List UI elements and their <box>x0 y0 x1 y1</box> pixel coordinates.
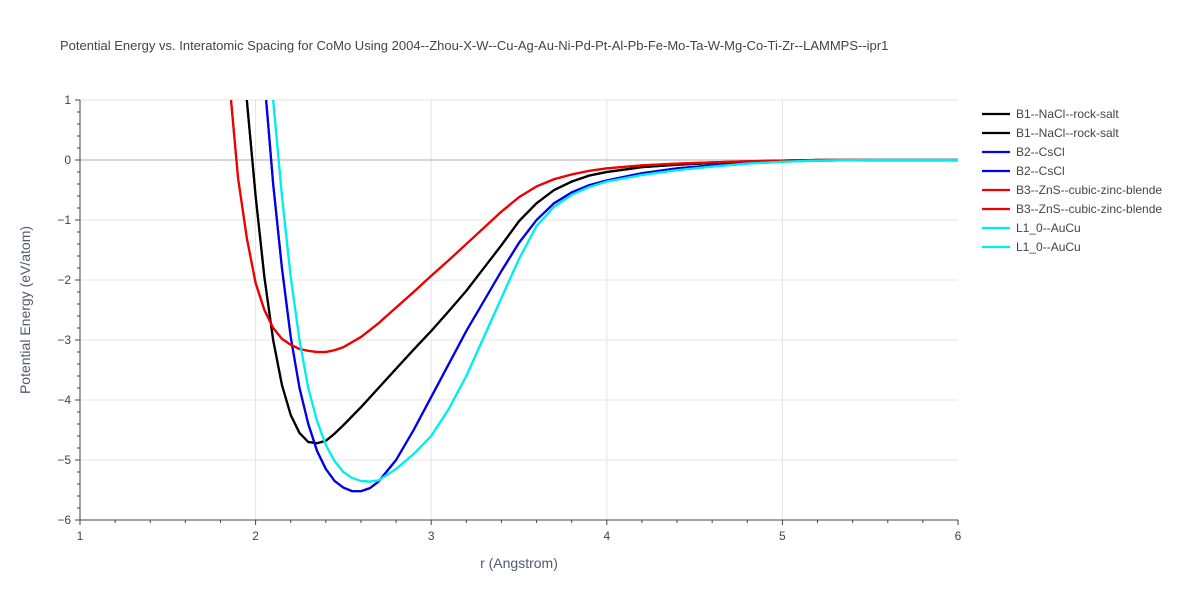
grid <box>80 99 958 520</box>
legend-label: B2--CsCl <box>1016 145 1065 159</box>
legend-item[interactable]: B3--ZnS--cubic-zinc-blende <box>982 202 1162 216</box>
legend-item[interactable]: L1_0--AuCu <box>982 240 1081 254</box>
series-line-6 <box>229 100 958 354</box>
series-line-4 <box>265 100 958 493</box>
y-tick-label: −1 <box>57 213 71 227</box>
y-tick-label: −4 <box>57 393 71 407</box>
legend-label: B3--ZnS--cubic-zinc-blende <box>1016 202 1162 216</box>
x-tick-label: 5 <box>779 529 786 543</box>
legend-item[interactable]: B2--CsCl <box>982 164 1065 178</box>
legend-item[interactable]: L1_0--AuCu <box>982 221 1081 235</box>
series-line-7 <box>272 100 958 483</box>
legend-item[interactable]: B1--NaCl--rock-salt <box>982 107 1119 121</box>
series-lines <box>229 100 958 493</box>
x-tick-label: 2 <box>252 529 259 543</box>
series-line-5 <box>229 100 958 354</box>
legend-label: B1--NaCl--rock-salt <box>1016 107 1119 121</box>
legend: B1--NaCl--rock-salt B1--NaCl--rock-salt B2… <box>982 107 1162 254</box>
legend-item[interactable]: B3--ZnS--cubic-zinc-blende <box>982 183 1162 197</box>
chart-title: Potential Energy vs. Interatomic Spacing… <box>60 38 888 53</box>
series-line-1 <box>245 100 958 445</box>
series-line-2 <box>245 100 958 445</box>
y-tick-label: 0 <box>64 153 71 167</box>
legend-item[interactable]: B2--CsCl <box>982 145 1065 159</box>
x-tick-label: 3 <box>428 529 435 543</box>
y-tick-label: −2 <box>57 273 71 287</box>
y-tick-label: 1 <box>64 93 71 107</box>
y-tick-label: −3 <box>57 333 71 347</box>
legend-item[interactable]: B1--NaCl--rock-salt <box>982 126 1119 140</box>
legend-label: B1--NaCl--rock-salt <box>1016 126 1119 140</box>
y-tick-label: −6 <box>57 513 71 527</box>
series-line-8 <box>272 100 958 483</box>
x-tick-label: 4 <box>603 529 610 543</box>
x-axis-title: r (Angstrom) <box>480 555 558 571</box>
axes: 1 2 3 4 5 6 1 0 −1 −2 −3 −4 −5 −6 <box>57 93 961 543</box>
x-tick-label: 6 <box>955 529 962 543</box>
legend-label: B3--ZnS--cubic-zinc-blende <box>1016 183 1162 197</box>
y-tick-label: −5 <box>57 453 71 467</box>
x-tick-label: 1 <box>77 529 84 543</box>
y-axis-title: Potential Energy (eV/atom) <box>17 226 33 394</box>
series-line-3 <box>265 100 958 493</box>
legend-label: B2--CsCl <box>1016 164 1065 178</box>
legend-label: L1_0--AuCu <box>1016 240 1081 254</box>
legend-label: L1_0--AuCu <box>1016 221 1081 235</box>
